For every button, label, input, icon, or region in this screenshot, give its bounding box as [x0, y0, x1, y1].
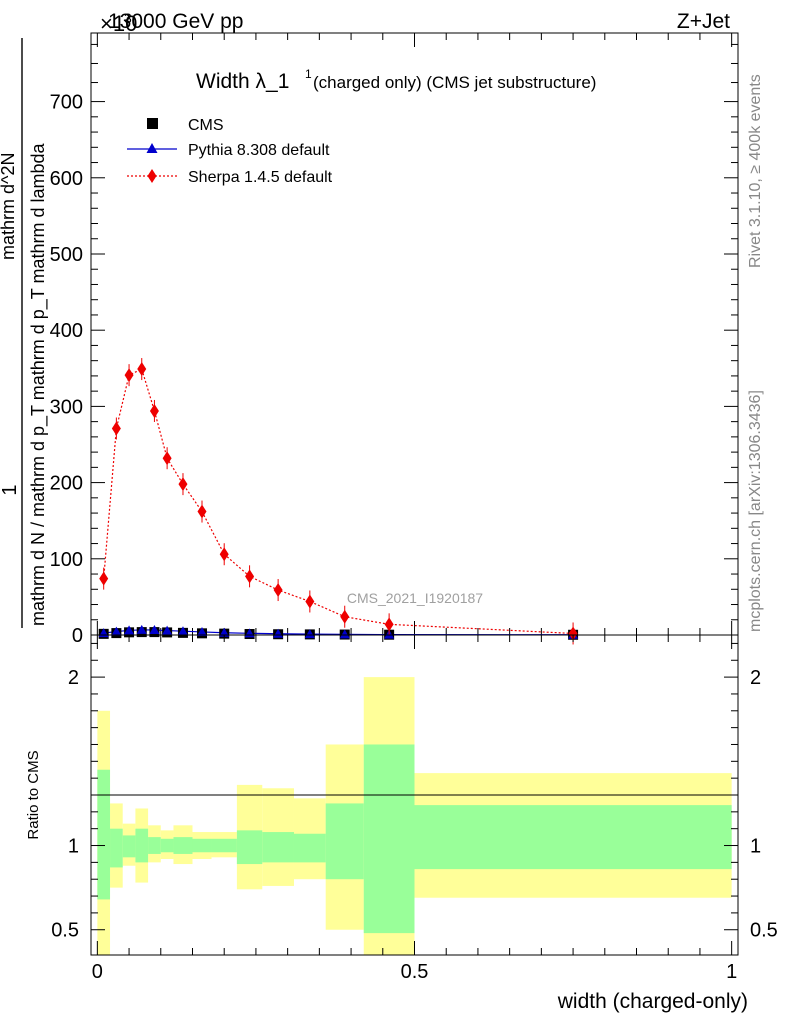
ratio-band-stat [363, 744, 415, 934]
legend-sherpa-label: Sherpa 1.4.5 default [188, 169, 333, 186]
y-tick-label: 200 [50, 473, 83, 495]
main-y-label-numerator: 1 [0, 484, 21, 495]
main-y-ticks: 0 100 200 300 400 500 600 700 [50, 43, 738, 647]
main-panel: 0 100 200 300 400 500 600 700 CMS_2021_I1920187… [50, 32, 739, 647]
pythia-point [124, 625, 135, 635]
pythia-point [197, 626, 208, 636]
pythia-point [136, 624, 147, 634]
ratio-y-label: Ratio to CMS [25, 750, 42, 839]
y-tick-label: 400 [50, 320, 83, 342]
sherpa-point [273, 583, 283, 598]
y-tick-label: 600 [50, 168, 83, 190]
x-tick-label: 0.5 [401, 961, 429, 983]
ratio-y-tick-label: 1 [68, 836, 79, 858]
legend-cms-marker [147, 118, 158, 129]
sherpa-point [124, 368, 134, 383]
sherpa-point [149, 403, 159, 418]
ratio-y-tick-label-right: 2 [750, 667, 761, 689]
ratio-band-stat [160, 838, 174, 853]
x-tick-label: 0 [92, 961, 103, 983]
ratio-panel: 0.5 0.51 12 2 0 0.5 1 Ratio to CMS width (cha… [25, 634, 778, 1013]
legend-sherpa-marker [147, 169, 157, 183]
sherpa-point [111, 421, 121, 436]
exponent-label: ×10 [100, 11, 137, 36]
sherpa-point [178, 477, 188, 492]
ratio-band-stat [173, 837, 193, 854]
process-label: Z+Jet [677, 10, 730, 33]
pythia-point [111, 626, 122, 636]
sherpa-point [162, 451, 172, 466]
ratio-y-tick-label: 2 [68, 667, 79, 689]
y-tick-label: 700 [50, 92, 83, 114]
ratio-y-ticks: 0.5 0.5 1 1 2 2 [51, 642, 778, 942]
rivet-label: Rivet 3.1.10, ≥ 400k events [747, 74, 764, 268]
ratio-band-stat [148, 837, 161, 854]
ratio-band-stat [414, 805, 732, 870]
mcplots-label: mcplots.cern.ch [arXiv:1306.3436] [747, 390, 764, 632]
legend-pythia-marker [146, 143, 158, 153]
x-tick-label: 1 [726, 961, 737, 983]
ratio-band-stat [192, 838, 212, 853]
main-y-label-top: mathrm d^2N [0, 153, 18, 260]
legend-cms-label: CMS [188, 117, 224, 134]
main-y-label-denominator: mathrm d N / mathrm d p_T mathrm d p_T m… [28, 143, 49, 626]
plot-title-sup: 1 [305, 67, 312, 81]
main-series [98, 358, 579, 645]
pythia-point [162, 625, 173, 635]
sherpa-point [137, 362, 147, 377]
y-tick-label: 300 [50, 396, 83, 418]
ratio-band-stat [262, 832, 294, 863]
ratio-band-stat [211, 838, 237, 853]
pythia-point [219, 627, 230, 637]
sherpa-point [568, 626, 578, 641]
y-tick-label: 0 [72, 625, 83, 647]
ratio-bands [97, 677, 732, 955]
pythia-point [177, 626, 188, 636]
legend-pythia-label: Pythia 8.308 default [188, 142, 330, 159]
x-axis-label: width (charged-only) [557, 990, 748, 1013]
sherpa-line [103, 368, 574, 635]
sherpa-point [197, 504, 207, 519]
main-y-label: 1 mathrm d N / mathrm d p_T mathrm d p_T… [0, 38, 49, 628]
pythia-line [103, 629, 574, 636]
ratio-band-stat [293, 833, 326, 863]
sherpa-point [219, 547, 229, 562]
sherpa-point [340, 609, 350, 624]
ratio-band-stat [236, 830, 263, 865]
plot-title-suffix: (charged only) (CMS jet substructure) [313, 73, 596, 92]
ratio-band-stat [122, 835, 136, 858]
sherpa-point [305, 594, 315, 609]
sherpa-point [384, 617, 394, 632]
ratio-y-tick-label-right: 0.5 [750, 920, 778, 942]
exponent-power: 3 [124, 10, 132, 26]
ratio-y-tick-label: 0.5 [51, 920, 79, 942]
sherpa-point [245, 569, 255, 584]
y-tick-label: 500 [50, 244, 83, 266]
ratio-band-stat [325, 803, 364, 880]
ratio-y-tick-label-right: 1 [750, 836, 761, 858]
energy-label: 13000 GeV pp [108, 10, 243, 33]
ratio-band-stat [97, 769, 111, 900]
y-tick-label: 100 [50, 549, 83, 571]
pythia-point [273, 628, 284, 638]
pythia-point [339, 629, 350, 639]
pythia-point [304, 629, 315, 639]
ratio-band-stat [135, 828, 149, 863]
plot-title: Width λ_1 [196, 70, 289, 93]
sherpa-point [99, 571, 109, 586]
pythia-point [149, 625, 160, 635]
watermark: CMS_2021_I1920187 [347, 590, 483, 606]
legend: CMS Pythia 8.308 default Sherpa 1.4.5 de… [127, 117, 333, 186]
ratio-x-ticks: 0 0.5 1 [92, 635, 737, 983]
ratio-band-stat [110, 828, 123, 868]
